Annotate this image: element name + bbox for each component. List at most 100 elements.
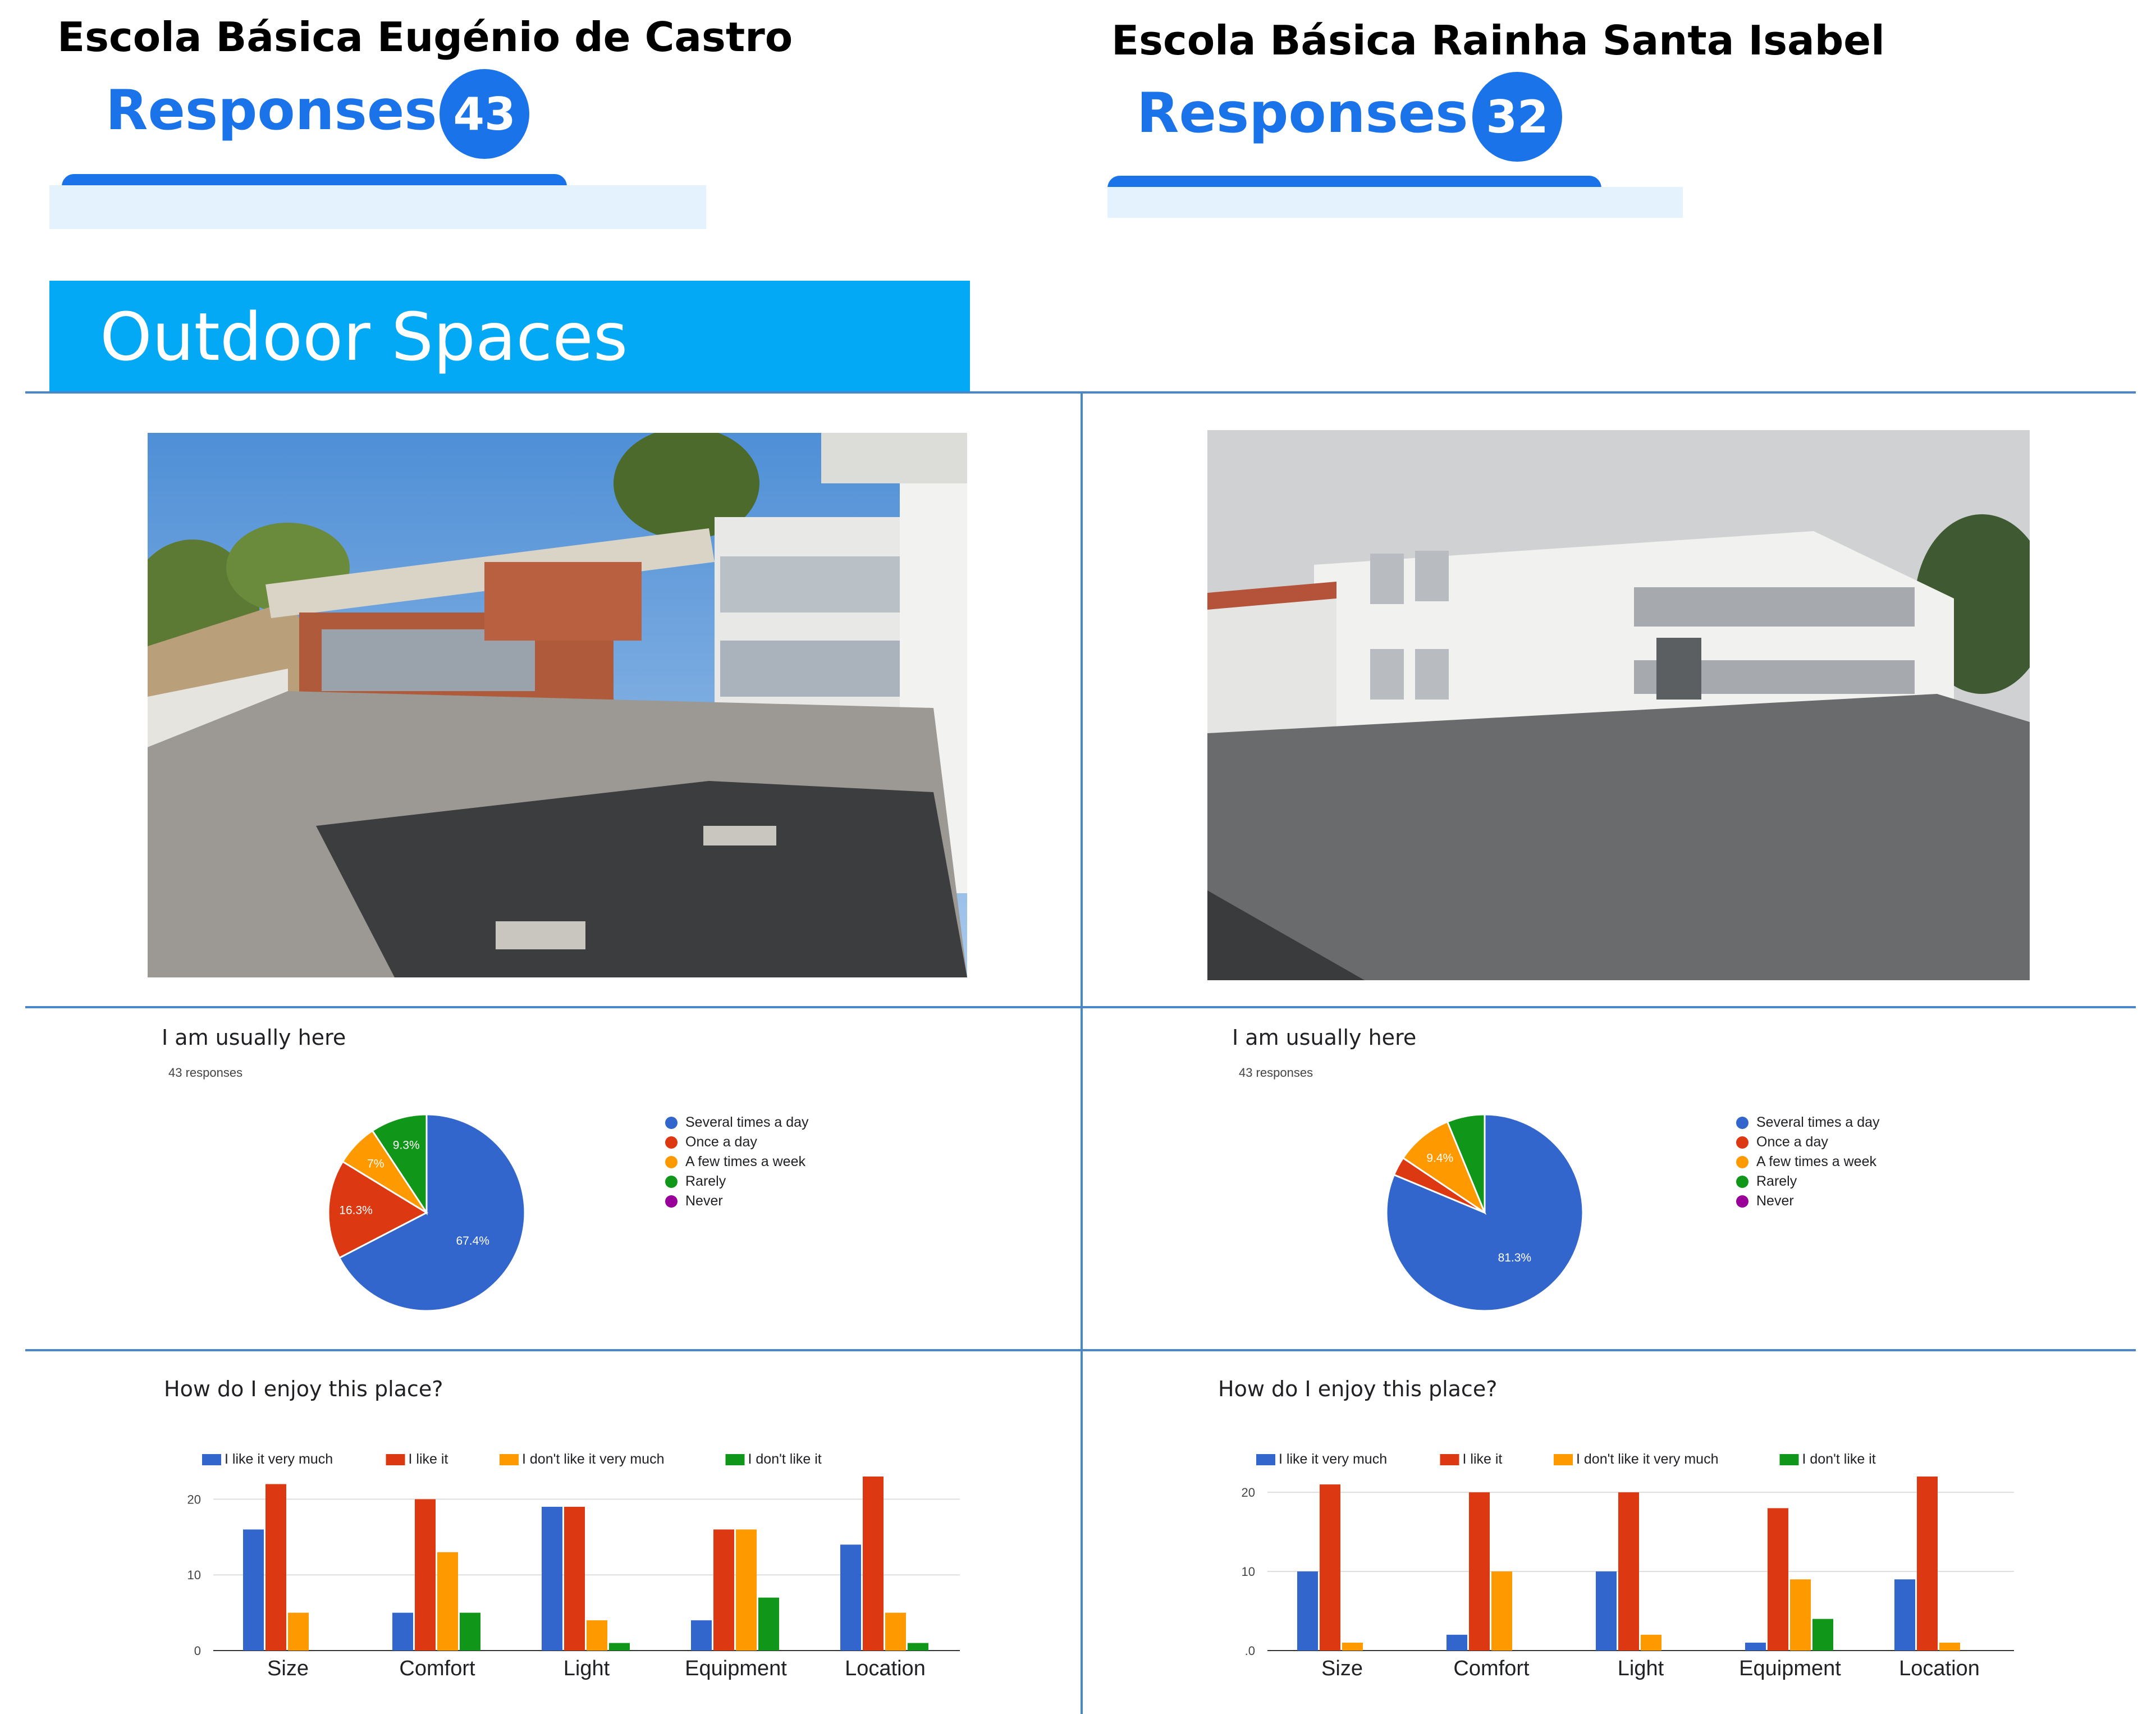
bar-legend-swatch: [386, 1454, 405, 1465]
legend-label: Several times a day: [1756, 1114, 1880, 1130]
legend-item-a-few-times-a-week: A few times a week: [665, 1154, 805, 1170]
bar-legend-swatch: [202, 1454, 221, 1465]
pie-legend-right: Several times a day Once a day A few tim…: [1736, 1114, 1938, 1215]
school-photo-right: [1207, 430, 2030, 980]
bar-equipment-0: [1745, 1642, 1766, 1651]
bar-comfort-2: [437, 1552, 458, 1651]
legend-item-never: Never: [1736, 1193, 1794, 1209]
bar-y-tick-label: .0: [1245, 1644, 1255, 1658]
bar-x-tick-label: Equipment: [1739, 1657, 1841, 1680]
bar-x-tick-label: Comfort: [399, 1657, 475, 1680]
bar-legend-swatch: [1256, 1454, 1275, 1465]
bar-title-left: How do I enjoy this place?: [164, 1377, 443, 1401]
grid-line-vertical: [1081, 391, 1083, 1714]
bar-size-2: [288, 1612, 309, 1651]
bar-equipment-1: [1768, 1508, 1788, 1651]
pie-data-label: 9.3%: [393, 1139, 420, 1151]
legend-item-several-times-a-day: Several times a day: [1736, 1114, 1880, 1131]
responses-tab-indicator-left: [62, 174, 567, 186]
bar-x-tick-label: Comfort: [1453, 1657, 1530, 1680]
bar-x-tick-label: Light: [564, 1657, 610, 1680]
bar-light-2: [587, 1620, 607, 1651]
legend-swatch: [665, 1175, 678, 1188]
bar-location-2: [885, 1612, 906, 1651]
responses-tab-label-left[interactable]: Responses: [106, 79, 437, 143]
pie-slice-rarely: [371, 1113, 428, 1215]
bar-x-tick-label: Location: [1899, 1657, 1980, 1680]
bar-chart-right: I like it very much I like it I don't like…: [1242, 1451, 2014, 1680]
pie-slice-a-few-times-a-week: [1402, 1121, 1487, 1215]
section-banner-outdoor-spaces: Outdoor Spaces: [49, 281, 970, 393]
bar-title-right: How do I enjoy this place?: [1218, 1377, 1498, 1401]
pie-legend-left: Several times a day Once a day A few tim…: [665, 1114, 867, 1215]
legend-item-rarely: Rarely: [665, 1173, 726, 1190]
bar-size-0: [1297, 1571, 1318, 1651]
bar-legend-swatch: [1779, 1454, 1799, 1465]
bar-x-tick-label: Light: [1618, 1657, 1664, 1680]
legend-label: Never: [1756, 1193, 1794, 1209]
bar-legend-label: I like it very much: [225, 1451, 333, 1467]
bar-location-0: [840, 1544, 861, 1651]
pie-data-label: 9.4%: [1426, 1151, 1453, 1164]
bar-location-3: [908, 1643, 928, 1651]
legend-label: A few times a week: [685, 1154, 805, 1169]
pie-data-label: 67.4%: [456, 1235, 489, 1247]
bar-legend-label: I don't like it: [748, 1451, 822, 1467]
pie-subtitle-left: 43 responses: [168, 1066, 243, 1080]
bar-light-1: [564, 1506, 585, 1651]
legend-swatch: [665, 1116, 678, 1129]
legend-swatch: [665, 1195, 678, 1208]
pie-subtitle-right: 43 responses: [1239, 1066, 1313, 1080]
legend-label: Never: [685, 1193, 723, 1209]
legend-item-a-few-times-a-week: A few times a week: [1736, 1154, 1876, 1170]
bar-x-tick-label: Equipment: [685, 1657, 787, 1680]
legend-swatch: [1736, 1155, 1748, 1168]
bar-comfort-0: [392, 1612, 413, 1651]
school-photo-left: [148, 433, 967, 977]
bar-legend-label: I like it: [1463, 1451, 1503, 1467]
legend-item-once-a-day: Once a day: [665, 1134, 757, 1150]
bar-location-2: [1939, 1642, 1960, 1651]
bar-equipment-1: [713, 1529, 734, 1651]
responses-count-badge-left: 43: [440, 69, 529, 159]
bar-size-0: [243, 1529, 264, 1651]
bar-x-tick-label: Size: [1321, 1657, 1363, 1680]
bar-light-1: [1618, 1492, 1639, 1651]
legend-swatch: [665, 1136, 678, 1149]
bar-location-0: [1894, 1579, 1915, 1651]
bar-equipment-2: [1790, 1579, 1811, 1651]
bar-legend-label: I like it: [409, 1451, 448, 1467]
legend-item-once-a-day: Once a day: [1736, 1134, 1828, 1150]
bar-light-3: [609, 1643, 630, 1651]
bar-legend-label: I don't like it: [1802, 1451, 1876, 1467]
legend-label: Once a day: [1756, 1134, 1828, 1150]
bar-light-0: [542, 1506, 562, 1651]
legend-swatch: [1736, 1136, 1748, 1149]
responses-tab-strip-left: [49, 185, 706, 229]
bar-legend-swatch: [1554, 1454, 1573, 1465]
bar-y-tick-label: 20: [187, 1492, 201, 1506]
pie-data-label: 7%: [367, 1158, 384, 1171]
legend-swatch: [1736, 1116, 1748, 1129]
pie-chart-right: 81.3% 9.4%: [1385, 1113, 1584, 1312]
bar-x-tick-label: Location: [845, 1657, 926, 1680]
bar-equipment-3: [758, 1597, 779, 1651]
pie-slice-rarely: [1446, 1113, 1486, 1213]
legend-swatch: [665, 1155, 678, 1168]
bar-legend-swatch: [1440, 1454, 1459, 1465]
bar-equipment-2: [736, 1529, 757, 1651]
bar-y-tick-label: 10: [1242, 1565, 1255, 1579]
bar-equipment-3: [1812, 1619, 1833, 1651]
bar-comfort-2: [1491, 1571, 1512, 1651]
legend-label: Rarely: [1756, 1173, 1797, 1189]
responses-tab-label-right[interactable]: Responses: [1137, 81, 1468, 145]
legend-label: Several times a day: [685, 1114, 809, 1130]
bar-location-1: [863, 1477, 884, 1651]
pie-data-label: 81.3%: [1498, 1251, 1532, 1264]
bar-equipment-0: [691, 1620, 712, 1651]
responses-count-badge-right: 32: [1472, 72, 1562, 162]
bar-size-1: [1320, 1484, 1340, 1651]
legend-item-never: Never: [665, 1193, 723, 1209]
pie-title-right: I am usually here: [1232, 1025, 1417, 1050]
bar-size-1: [266, 1484, 286, 1651]
